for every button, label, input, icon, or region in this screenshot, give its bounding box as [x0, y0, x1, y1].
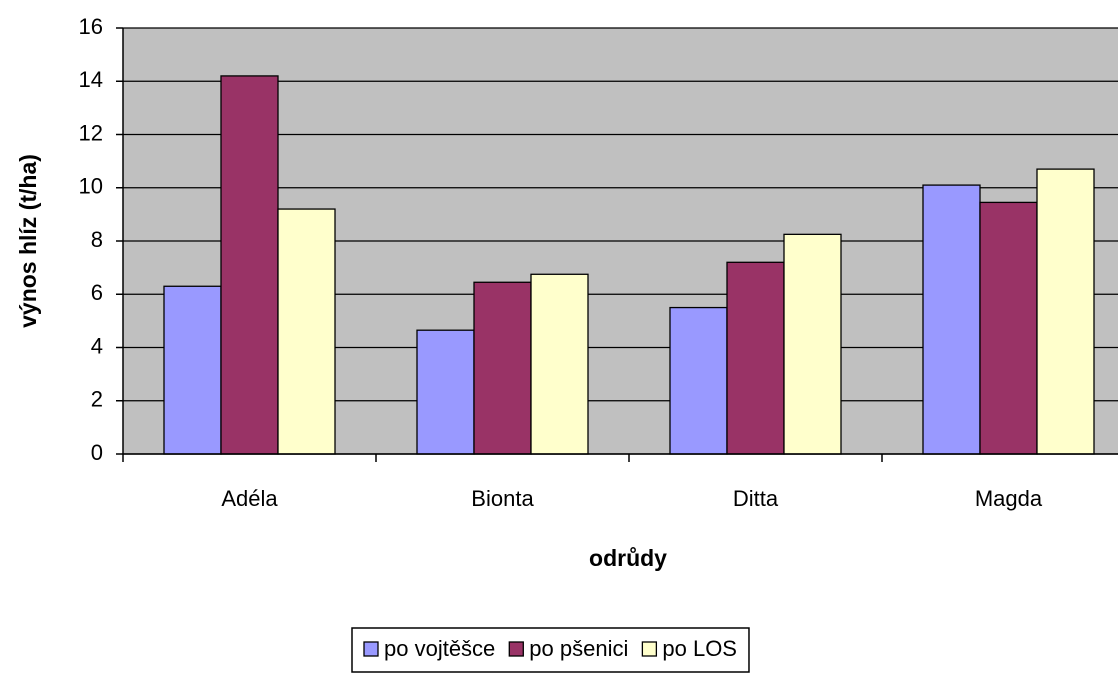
legend-swatch	[641, 641, 658, 657]
bar	[530, 273, 589, 455]
x-tick-label: Bionta	[471, 486, 534, 511]
y-tick-label: 2	[91, 387, 103, 412]
bar	[783, 233, 842, 455]
y-tick-label: 0	[91, 440, 103, 465]
legend-label: po LOS	[662, 636, 737, 661]
x-tick-label: Adéla	[221, 486, 278, 511]
x-tick-label: Ditta	[733, 486, 779, 511]
y-tick-label: 12	[79, 120, 103, 145]
bar	[669, 306, 728, 455]
bar	[416, 329, 475, 455]
y-tick-label: 8	[91, 227, 103, 252]
x-axis-label: odrůdy	[589, 545, 667, 571]
y-axis-label: výnos hlíz (t/ha)	[15, 154, 41, 328]
y-tick-label: 16	[79, 14, 103, 39]
bar	[922, 184, 981, 455]
bar	[277, 208, 336, 455]
bar	[726, 261, 785, 455]
bar	[1036, 168, 1095, 455]
x-tick-label: Magda	[975, 486, 1043, 511]
y-tick-label: 14	[79, 67, 103, 92]
legend-label: po vojtěšce	[384, 636, 495, 661]
bar	[163, 285, 222, 455]
bar	[979, 201, 1038, 455]
legend-label: po pšenici	[529, 636, 628, 661]
y-tick-label: 10	[79, 174, 103, 199]
bar	[220, 75, 279, 455]
legend-swatch	[363, 641, 379, 657]
y-tick-label: 4	[91, 333, 103, 358]
bar	[473, 281, 532, 455]
legend-box	[351, 627, 750, 673]
y-tick-label: 6	[91, 280, 103, 305]
legend-swatch	[508, 641, 524, 657]
